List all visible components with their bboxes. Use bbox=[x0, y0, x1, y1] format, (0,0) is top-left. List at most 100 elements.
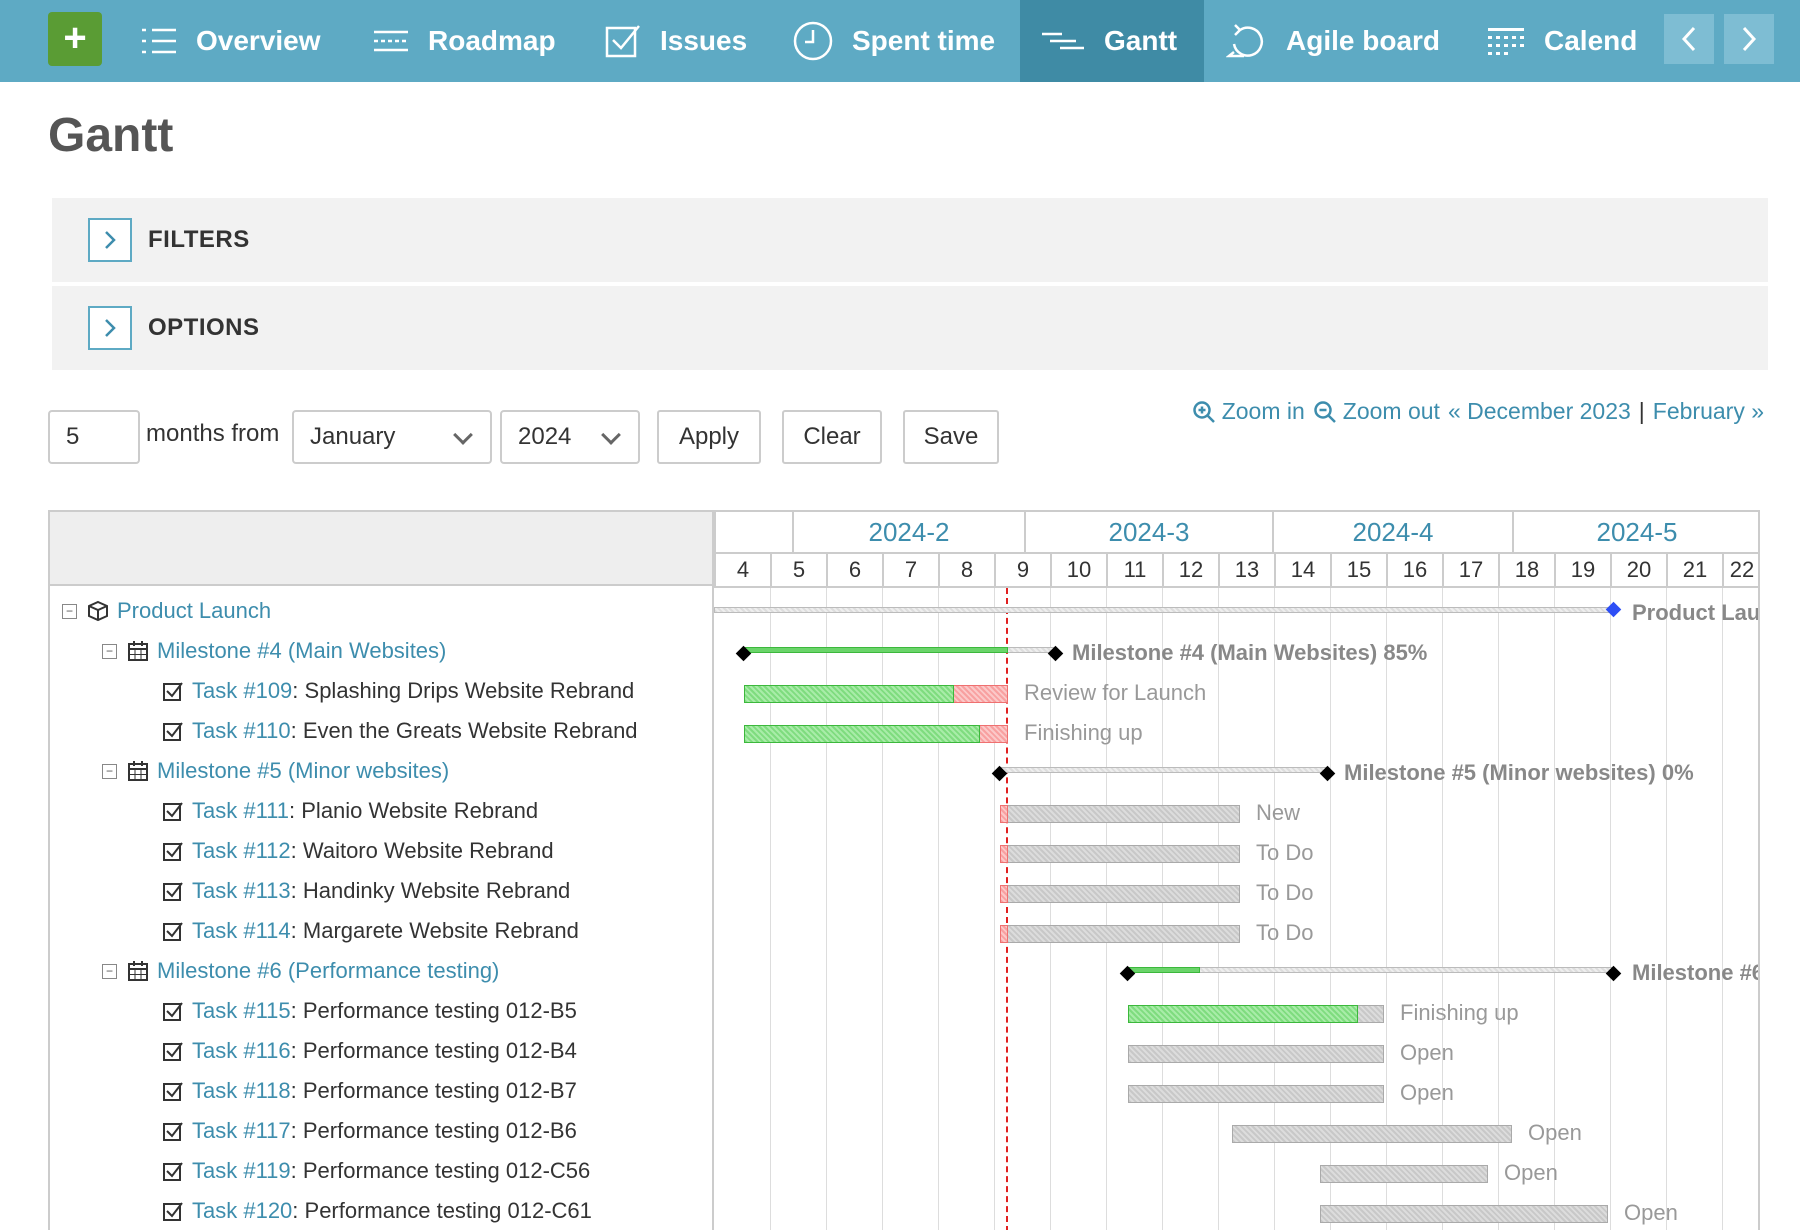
checkbox-icon bbox=[162, 680, 184, 702]
grid-line bbox=[1610, 588, 1611, 1230]
task-status-label: Open bbox=[1504, 1160, 1558, 1185]
week-header: 4 bbox=[714, 552, 770, 588]
task-link[interactable]: Task #111 bbox=[192, 798, 290, 823]
task-bar[interactable] bbox=[1128, 1045, 1384, 1063]
task-row: Task #116: Performance testing 012-B4 bbox=[162, 1031, 577, 1071]
project-due-marker bbox=[1605, 601, 1622, 618]
task-link[interactable]: Task #109 bbox=[192, 678, 293, 703]
tab-calendar[interactable]: Calend bbox=[1486, 0, 1637, 82]
task-bar[interactable] bbox=[1000, 925, 1240, 943]
months-input[interactable]: 5 bbox=[48, 410, 140, 464]
project-link[interactable]: Product Launch bbox=[117, 598, 272, 623]
milestone-link[interactable]: Milestone #5 (Minor websites) bbox=[157, 758, 450, 783]
grid-line bbox=[882, 588, 883, 1230]
checkbox-icon bbox=[162, 1200, 184, 1222]
week-header: 9 bbox=[994, 552, 1050, 588]
filters-label[interactable]: FILTERS bbox=[148, 226, 250, 253]
task-status-label: Open bbox=[1528, 1120, 1582, 1145]
task-link[interactable]: Task #115 bbox=[192, 998, 291, 1023]
next-period-link[interactable]: February » bbox=[1652, 398, 1764, 424]
task-link[interactable]: Task #120 bbox=[192, 1198, 293, 1223]
zoom-links: Zoom in Zoom out « December 2023 | Febru… bbox=[1192, 398, 1764, 425]
tab-spent-time[interactable]: Spent time bbox=[792, 0, 995, 82]
apply-button[interactable]: Apply bbox=[657, 410, 761, 464]
task-late-part bbox=[1000, 885, 1008, 903]
task-row: Task #115: Performance testing 012-B5 bbox=[162, 991, 577, 1031]
package-icon bbox=[87, 600, 109, 622]
project-bar-label: Product Laun bbox=[1632, 600, 1760, 625]
tab-label: Spent time bbox=[852, 25, 996, 56]
month-select[interactable]: January bbox=[292, 410, 492, 464]
week-header: 22 bbox=[1722, 552, 1758, 588]
tab-label: Issues bbox=[660, 25, 748, 56]
scroll-right-button[interactable] bbox=[1724, 14, 1774, 64]
task-bar[interactable] bbox=[1000, 845, 1240, 863]
chevron-right-icon bbox=[1742, 26, 1757, 52]
options-toggle[interactable] bbox=[88, 306, 132, 350]
task-link[interactable]: Task #119 bbox=[192, 1158, 291, 1183]
zoom-in-link[interactable]: Zoom in bbox=[1221, 398, 1305, 424]
previous-period-link[interactable]: « December 2023 bbox=[1447, 398, 1631, 424]
task-link[interactable]: Task #117 bbox=[192, 1118, 291, 1143]
grid-line bbox=[1162, 588, 1163, 1230]
filters-toggle[interactable] bbox=[88, 218, 132, 262]
task-link[interactable]: Task #116 bbox=[192, 1038, 291, 1063]
milestone-link[interactable]: Milestone #6 (Performance testing) bbox=[157, 958, 500, 983]
week-header: 15 bbox=[1330, 552, 1386, 588]
options-label[interactable]: OPTIONS bbox=[148, 314, 260, 341]
milestone-bar-label: Milestone #6 bbox=[1632, 960, 1760, 985]
task-bar[interactable] bbox=[1000, 805, 1240, 823]
calendar-icon bbox=[127, 640, 149, 662]
task-link[interactable]: Task #114 bbox=[192, 918, 291, 943]
project-bar bbox=[714, 607, 1614, 613]
task-bar[interactable] bbox=[1320, 1205, 1608, 1223]
grid-line bbox=[826, 588, 827, 1230]
task-link[interactable]: Task #112 bbox=[192, 838, 291, 863]
task-bar[interactable] bbox=[1128, 1085, 1384, 1103]
task-status-label: Finishing up bbox=[1024, 720, 1143, 745]
collapse-icon[interactable]: − bbox=[102, 643, 117, 659]
collapse-icon[interactable]: − bbox=[102, 963, 117, 979]
task-bar[interactable] bbox=[1000, 885, 1240, 903]
save-button[interactable]: Save bbox=[903, 410, 999, 464]
task-link[interactable]: Task #113 bbox=[192, 878, 291, 903]
task-link[interactable]: Task #110 bbox=[192, 718, 291, 743]
chevron-right-icon bbox=[105, 231, 116, 249]
milestone-link[interactable]: Milestone #4 (Main Websites) bbox=[157, 638, 447, 663]
list-icon bbox=[142, 28, 176, 54]
task-link[interactable]: Task #118 bbox=[192, 1078, 291, 1103]
collapse-icon[interactable]: − bbox=[62, 603, 77, 619]
year-select-value: 2024 bbox=[518, 423, 572, 450]
grid-line bbox=[1666, 588, 1667, 1230]
tab-roadmap[interactable]: Roadmap bbox=[372, 0, 556, 82]
task-subject: : Performance testing 012-B7 bbox=[290, 1078, 577, 1103]
year-select[interactable]: 2024 bbox=[500, 410, 640, 464]
task-bar[interactable] bbox=[1320, 1165, 1488, 1183]
task-bar[interactable] bbox=[1232, 1125, 1512, 1143]
clear-button[interactable]: Clear bbox=[782, 410, 882, 464]
tab-issues[interactable]: Issues bbox=[604, 0, 747, 82]
task-row: Task #111: Planio Website Rebrand bbox=[162, 791, 538, 831]
gantt-subjects-header bbox=[48, 510, 714, 586]
tab-gantt[interactable]: Gantt bbox=[1020, 0, 1204, 82]
separator: | bbox=[1638, 398, 1645, 424]
week-header: 18 bbox=[1498, 552, 1554, 588]
tab-label: Gantt bbox=[1104, 25, 1178, 56]
grid-line bbox=[1050, 588, 1051, 1230]
roadmap-icon bbox=[374, 30, 408, 52]
task-progress bbox=[1128, 1005, 1358, 1023]
grid-line bbox=[1498, 588, 1499, 1230]
scroll-left-button[interactable] bbox=[1664, 14, 1714, 64]
new-object-button[interactable]: + bbox=[48, 12, 102, 66]
grid-line bbox=[1218, 588, 1219, 1230]
checkbox-icon bbox=[162, 1160, 184, 1182]
collapse-icon[interactable]: − bbox=[102, 763, 117, 779]
zoom-out-link[interactable]: Zoom out bbox=[1342, 398, 1440, 424]
tab-agile-board[interactable]: Agile board bbox=[1226, 0, 1440, 82]
task-subject: : Planio Website Rebrand bbox=[289, 798, 539, 823]
chevron-left-icon bbox=[1681, 26, 1696, 52]
task-subject: : Waitoro Website Rebrand bbox=[290, 838, 554, 863]
grid-line bbox=[770, 588, 771, 1230]
task-subject: : Performance testing 012-C61 bbox=[292, 1198, 592, 1223]
tab-overview[interactable]: Overview bbox=[140, 0, 321, 82]
